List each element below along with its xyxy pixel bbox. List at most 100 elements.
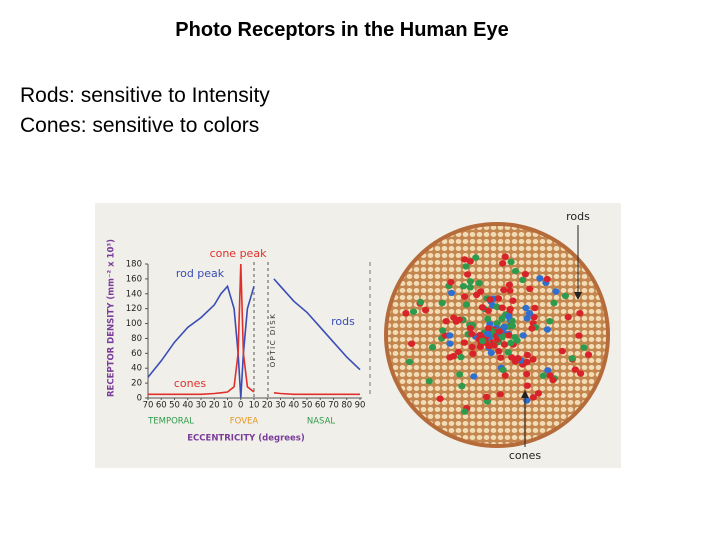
cone-dot [496,391,504,398]
cone-dot [455,316,463,323]
cone-dot [509,297,517,304]
cone-dot [428,344,437,351]
cone-dot [408,340,416,347]
region-label: FOVEA [230,417,259,427]
cone-dot [486,296,494,303]
cone-dot [498,333,506,341]
cone-dot [546,372,554,379]
cone-dot [523,382,532,389]
cone-dot [506,287,514,294]
x-tick-label: 0 [238,401,243,411]
cone-dot [473,291,481,299]
cone-dot [558,347,566,355]
y-axis-label: RECEPTOR DENSITY (mm⁻² x 10³) [107,239,117,397]
cone-dot [529,394,538,401]
x-tick-label: 80 [341,401,352,411]
text-line: Rods: sensitive to Intensity [20,84,270,108]
cone-dot [460,339,468,346]
cone-dot [546,318,554,325]
x-tick-label: 10 [249,401,260,411]
cone-dot [531,304,539,312]
cone-dot [536,275,544,282]
x-tick-label: 20 [262,401,273,411]
y-tick-label: 0 [137,394,142,404]
cone-dot [561,292,570,300]
cone-dot [409,308,418,315]
cone-dot [526,285,534,292]
x-tick-label: 90 [355,401,366,411]
cone-dot [466,278,474,285]
cone-dot [505,281,513,288]
cone-dot [438,299,446,307]
y-tick-label: 80 [131,334,142,344]
cone-dot [576,310,584,317]
cone-dot [466,325,474,332]
y-tick-label: 140 [126,289,142,299]
text-line: Cones: sensitive to colors [20,114,259,138]
cone-dot [461,293,469,300]
cone-dot [402,310,410,317]
cone-dot [466,284,474,291]
cone-dot [513,337,521,344]
term: Cones [20,114,81,137]
arrowhead [574,292,582,300]
slide-title: Photo Receptors in the Human Eye [175,19,509,41]
cone-dot [522,304,530,312]
cone-dot [511,267,520,275]
x-tick-label: 50 [302,401,313,411]
cone-dot [446,332,454,339]
cone-dot [476,343,484,350]
cone-dot [495,348,503,355]
cone-dot [464,271,472,278]
cone-dot [456,371,464,378]
x-tick-label: 60 [156,401,167,411]
cone-dot [523,370,531,378]
cone-dot [447,279,455,286]
cone-dot [405,358,414,365]
cone-dot [478,304,486,311]
cone-dot [436,395,444,402]
y-tick-label: 40 [131,364,142,374]
cone-dot [568,355,576,362]
cone-dot [422,306,430,314]
optic-disk-label: OPTIC DISK [269,313,277,368]
cone-dot [507,339,515,347]
cone-dot [498,304,506,311]
cone-dot [543,326,552,333]
cone-dot [461,256,469,263]
cone-dot [468,343,476,351]
cone-dot [501,372,509,379]
cone-dot [505,313,513,320]
cone-dot [544,367,552,374]
description: : sensitive to colors [80,114,260,137]
arrowhead [521,390,529,398]
cone-dot [479,337,487,345]
annotation: cone peak [210,247,268,260]
cone-dot [417,298,425,306]
x-tick-label: 40 [182,401,193,411]
y-tick-label: 20 [131,379,142,389]
cone-dot [500,341,509,348]
cone-dot [564,313,572,321]
series-line [148,263,360,396]
series-label: cones [174,377,207,390]
cone-dot [523,351,532,359]
cone-dot [449,353,457,360]
cone-dot [484,307,492,314]
cone-dot [506,306,514,313]
cone-dot [528,325,536,332]
cone-dot [571,366,579,373]
x-tick-label: 70 [328,401,339,411]
cone-dot [530,314,538,321]
cone-dot [454,348,463,356]
cone-dot [494,295,503,302]
cone-dot [462,263,470,270]
annotation: rod peak [176,267,225,280]
cone-dot [466,258,474,265]
cone-dot [483,398,491,405]
cone-dot [504,349,512,356]
region-label: NASAL [307,417,336,427]
cone-dot [461,408,469,415]
